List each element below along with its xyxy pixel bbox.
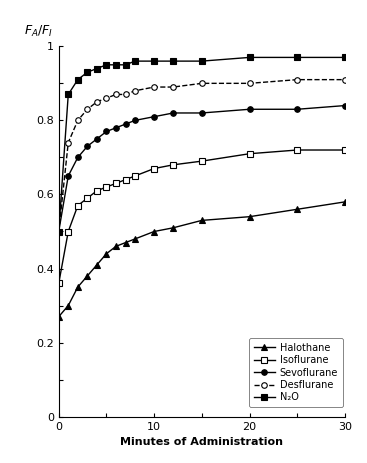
Text: $F_A/F_I$: $F_A/F_I$ <box>24 24 54 39</box>
X-axis label: Minutes of Administration: Minutes of Administration <box>120 437 283 447</box>
Legend: Halothane, Isoflurane, Sevoflurane, Desflurane, N₂O: Halothane, Isoflurane, Sevoflurane, Desf… <box>249 338 343 407</box>
